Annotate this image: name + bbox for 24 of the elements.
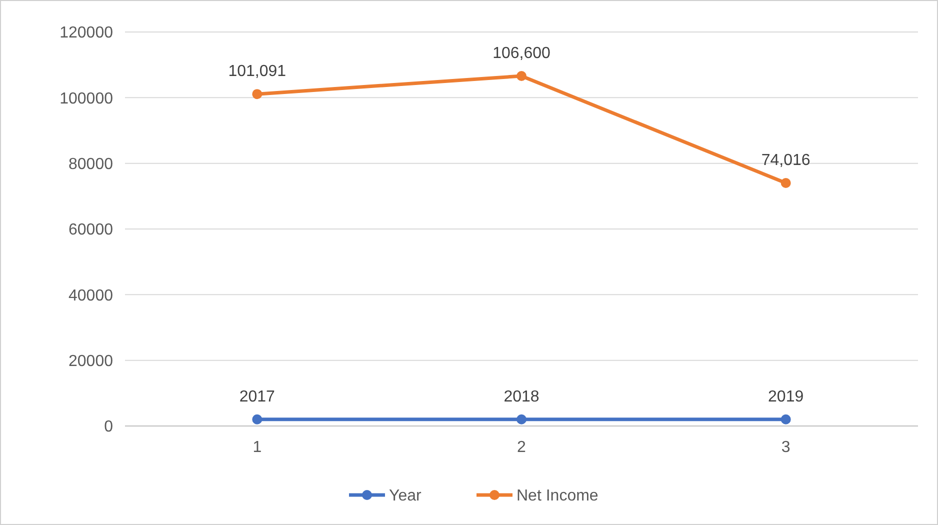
point: [780, 178, 791, 188]
x-tick-label: 2: [517, 439, 526, 456]
y-tick-label: 40000: [68, 287, 114, 304]
x-tick-label: 1: [252, 439, 262, 456]
y-tick-label: 60000: [68, 222, 114, 239]
y-tick-label: 80000: [68, 156, 114, 173]
point: [252, 414, 262, 424]
legend-label: Year: [389, 488, 422, 505]
x-tick-label: 3: [781, 439, 790, 456]
data-label: 2018: [504, 388, 540, 406]
data-label: 2017: [239, 388, 276, 406]
legend-label: Net Income: [516, 488, 598, 505]
data-label: 74,016: [761, 152, 810, 169]
point: [780, 414, 791, 424]
data-label: 106,600: [492, 44, 551, 62]
y-tick-label: 100000: [60, 90, 114, 108]
y-tick-label: 20000: [68, 352, 114, 370]
data-label: 101,091: [228, 63, 286, 80]
y-tick-label: 120000: [60, 24, 114, 42]
point: [516, 70, 526, 81]
data-label: 2019: [768, 388, 804, 406]
point: [252, 89, 262, 100]
y-tick-label: 0: [104, 418, 114, 436]
point: [516, 414, 526, 424]
